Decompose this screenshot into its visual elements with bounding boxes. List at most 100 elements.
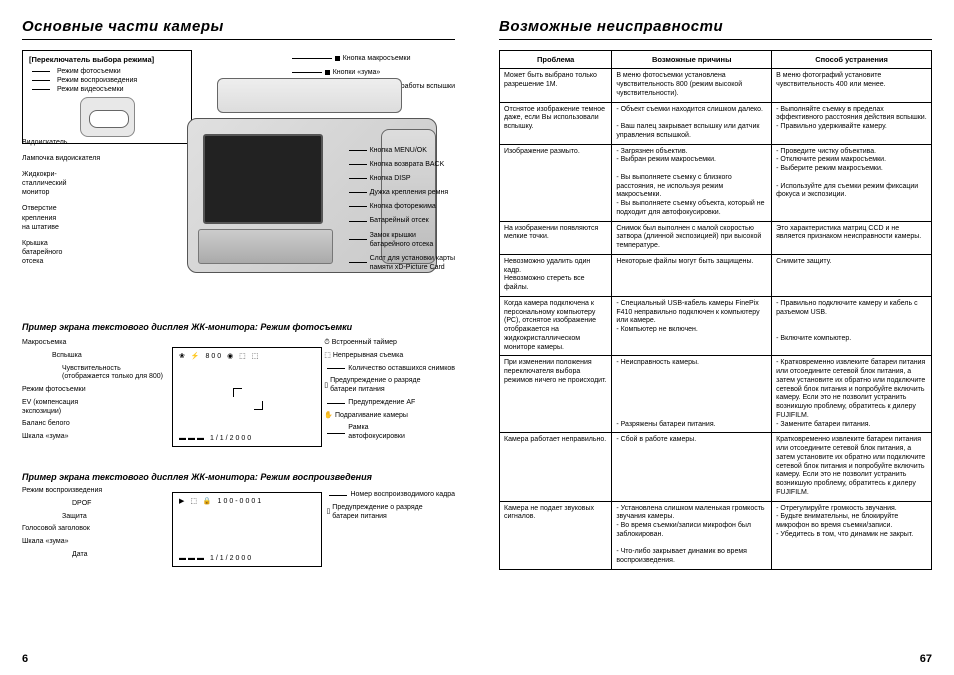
table-cell: Изображение размыто. (500, 144, 612, 221)
th-problem: Проблема (500, 51, 612, 69)
table-header-row: Проблема Возможные причины Способ устран… (500, 51, 932, 69)
lbl-shake: Подрагивание камеры (335, 412, 408, 421)
label-back: Кнопка возврата BACK (370, 160, 445, 169)
mode-switch-icon (80, 97, 135, 137)
table-cell: При изменении положения переключателя вы… (500, 356, 612, 433)
camera-diagram: [Переключатель выбора режима] Режим фото… (22, 50, 455, 310)
table-cell: - Правильно подключите камеру и кабель с… (772, 296, 932, 356)
table-cell: Снимок был выполнен с малой скоростью за… (612, 221, 772, 254)
lbl-flash: Вспышка (22, 352, 163, 361)
table-cell: На изображении появляются мелкие точки. (500, 221, 612, 254)
table-row: Может быть выбрано только разрешение 1М.… (500, 69, 932, 102)
table-cell: Может быть выбрано только разрешение 1М. (500, 69, 612, 102)
mode-video-label: Режим видеосъемки (57, 86, 124, 93)
lbl-zoom-scale: Шкала «зума» (22, 433, 163, 442)
table-cell: - Объект съемки находится слишком далеко… (612, 102, 772, 144)
lbl-frame-num: Номер воспроизводимого кадра (350, 491, 455, 500)
table-cell: - Проведите чистку объектива. - Отключит… (772, 144, 932, 221)
label-xd-slot: Слот для установки карты памяти xD-Pictu… (370, 254, 455, 272)
mode-photo-label: Режим фотосъемки (57, 68, 121, 75)
label-disp: Кнопка DISP (370, 174, 411, 183)
camera-left-labels: Видоискатель Лампочка видоискателя Жидко… (22, 138, 100, 273)
lcd2-right-labels: Номер воспроизводимого кадра ▯ Предупреж… (326, 491, 455, 525)
lcd-screen-playback: ▶ ⬚ 🔒 100-0001 ▬▬▬ 1/1/2000 (172, 492, 322, 567)
lbl-protect: Защита (22, 513, 102, 522)
lbl-wb: Баланс белого (22, 420, 163, 429)
table-cell: - Загрязнен объектив. - Выбран режим мак… (612, 144, 772, 221)
lbl-batt-warn2: Предупреждение о разряде батареи питания (332, 504, 422, 522)
table-row: Отснятое изображение темное даже, если В… (500, 102, 932, 144)
table-cell: - Неисправность камеры. - Разряжены бата… (612, 356, 772, 433)
right-page-number: 67 (499, 653, 932, 665)
table-cell: Камера не подает звуковых сигналов. (500, 501, 612, 569)
lbl-playback-mode: Режим воспроизведения (22, 487, 102, 496)
table-cell: Снимите защиту. (772, 254, 932, 296)
left-page-number: 6 (22, 653, 455, 665)
table-row: При изменении положения переключателя вы… (500, 356, 932, 433)
subheading-photo-mode: Пример экрана текстового дисплея ЖК-мони… (22, 322, 455, 332)
table-cell: - Установлена слишком маленькая громкост… (612, 501, 772, 569)
table-row: Невозможно удалить один кадр. Невозможно… (500, 254, 932, 296)
lbl-voice: Голосовой заголовок (22, 525, 102, 534)
label-macro-btn: Кнопка макросъемки (343, 54, 411, 63)
label-viewfinder-lamp: Лампочка видоискателя (22, 154, 100, 163)
lcd2-left-labels: Режим воспроизведения DPOF Защита Голосо… (22, 487, 102, 564)
table-cell: Невозможно удалить один кадр. Невозможно… (500, 254, 612, 296)
label-tripod-hole: Отверстие крепления на штативе (22, 204, 100, 231)
table-row: Изображение размыто.- Загрязнен объектив… (500, 144, 932, 221)
table-cell: Отснятое изображение темное даже, если В… (500, 102, 612, 144)
label-photo-mode-btn: Кнопка фоторежима (370, 202, 436, 211)
table-cell: В меню фотографий установите чувствитель… (772, 69, 932, 102)
lbl-continuous: Непрерывная съемка (333, 352, 403, 361)
label-zoom-btns: Кнопки «зума» (333, 68, 381, 77)
lbl-date: Дата (22, 551, 102, 560)
table-cell: Это характеристика матриц CCD и не являе… (772, 221, 932, 254)
camera-right-labels: Кнопка MENU/OK Кнопка возврата BACK Кноп… (346, 146, 455, 277)
table-row: Когда камера подключена к персональному … (500, 296, 932, 356)
lbl-photo-mode: Режим фотосъемки (22, 386, 163, 395)
mode-switch-header: [Переключатель выбора режима] (29, 55, 185, 64)
lcd1-right-labels: ⏱ Встроенный таймер ⬚ Непрерывная съемка… (324, 339, 455, 446)
lbl-batt-warn: Предупреждение о разряде батареи питания (330, 377, 420, 395)
label-batt-lock: Замок крышки батарейного отсека (370, 231, 434, 249)
table-row: Камера не подает звуковых сигналов.- Уст… (500, 501, 932, 569)
table-cell: Кратковременно извлеките батареи питания… (772, 433, 932, 501)
lbl-macro: Макросъемка (22, 339, 163, 348)
right-page-title: Возможные неисправности (499, 18, 932, 40)
table-row: На изображении появляются мелкие точки.С… (500, 221, 932, 254)
subheading-playback-mode: Пример экрана текстового дисплея ЖК-мони… (22, 472, 455, 482)
lcd-diagram-playback: Режим воспроизведения DPOF Защита Голосо… (22, 487, 455, 582)
th-solution: Способ устранения (772, 51, 932, 69)
table-cell: Камера работает неправильно. (500, 433, 612, 501)
table-row: Камера работает неправильно.- Сбой в раб… (500, 433, 932, 501)
lbl-timer: Встроенный таймер (332, 339, 397, 348)
table-cell: - Выполняйте съемку в пределах эффективн… (772, 102, 932, 144)
table-cell: В меню фотосъемки установлена чувствител… (612, 69, 772, 102)
lbl-af-warn: Предупреждение AF (348, 399, 415, 408)
table-cell: - Отрегулируйте громкость звучания. - Бу… (772, 501, 932, 569)
lbl-sens: Чувствительность (отображается только дл… (22, 365, 163, 383)
lbl-af-frame: Рамка автофокусировки (348, 424, 405, 442)
mode-switch-box: [Переключатель выбора режима] Режим фото… (22, 50, 192, 144)
lcd-screen-photo: ❀ ⚡ 800 ◉ ⬚ ⬚ ▬▬▬ 1/1/2000 (172, 347, 322, 447)
lbl-zoom2: Шкала «зума» (22, 538, 102, 547)
lcd-diagram-photo: Макросъемка Вспышка Чувствительность (от… (22, 337, 455, 462)
lbl-dpof: DPOF (22, 500, 102, 509)
table-cell: Некоторые файлы могут быть защищены. (612, 254, 772, 296)
label-strap: Дужка крепления ремня (370, 188, 449, 197)
th-cause: Возможные причины (612, 51, 772, 69)
left-page-title: Основные части камеры (22, 18, 455, 40)
mode-playback-label: Режим воспроизведения (57, 77, 137, 84)
table-cell: - Кратковременно извлеките батареи питан… (772, 356, 932, 433)
table-cell: Когда камера подключена к персональному … (500, 296, 612, 356)
label-menu-ok: Кнопка MENU/OK (370, 146, 427, 155)
label-lcd-monitor: Жидкокри- сталлический монитор (22, 170, 100, 197)
label-batt-compartment: Батарейный отсек (370, 216, 429, 225)
troubleshooting-table: Проблема Возможные причины Способ устран… (499, 50, 932, 570)
table-cell: - Сбой в работе камеры. (612, 433, 772, 501)
table-cell: - Специальный USB-кабель камеры FinePix … (612, 296, 772, 356)
label-viewfinder: Видоискатель (22, 138, 100, 147)
lcd1-left-labels: Макросъемка Вспышка Чувствительность (от… (22, 339, 163, 446)
label-battery-cover: Крышка батарейного отсека (22, 239, 100, 266)
lbl-ev: EV (компенсация экспозиции) (22, 399, 163, 417)
